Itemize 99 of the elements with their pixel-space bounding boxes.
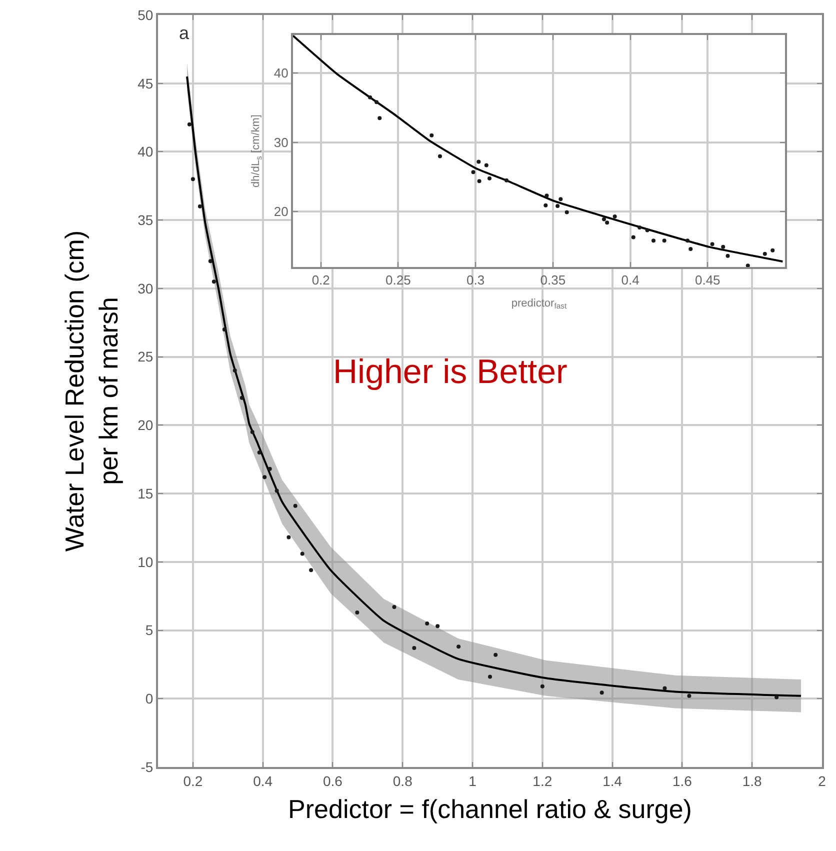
point bbox=[309, 568, 314, 572]
y-tick-label: 20 bbox=[274, 204, 288, 220]
point bbox=[688, 246, 693, 251]
point bbox=[456, 644, 461, 649]
point bbox=[631, 235, 636, 240]
point bbox=[710, 242, 714, 246]
point bbox=[430, 133, 434, 138]
point bbox=[257, 450, 262, 455]
point bbox=[762, 252, 767, 256]
x-tick-label: 1.4 bbox=[602, 772, 622, 789]
point bbox=[638, 226, 642, 230]
point bbox=[293, 504, 298, 508]
point bbox=[274, 488, 279, 493]
point bbox=[392, 605, 396, 610]
point bbox=[412, 646, 416, 650]
point bbox=[645, 228, 650, 232]
point bbox=[651, 238, 656, 243]
y-tick-label: 30 bbox=[138, 280, 154, 296]
point bbox=[612, 214, 617, 218]
annotation: a bbox=[179, 23, 190, 43]
x-tick-label: 1.2 bbox=[532, 772, 552, 789]
point bbox=[770, 248, 775, 252]
point bbox=[286, 535, 291, 540]
point bbox=[746, 264, 750, 267]
point bbox=[268, 466, 272, 471]
point bbox=[487, 176, 492, 180]
point bbox=[436, 624, 440, 628]
x-tick-label: 0.4 bbox=[253, 772, 273, 789]
point bbox=[222, 327, 226, 332]
point bbox=[600, 690, 604, 695]
annotation: Higher is Better bbox=[333, 353, 568, 391]
x-tick-label: 1.8 bbox=[742, 772, 762, 789]
y-tick-label: 40 bbox=[274, 66, 288, 81]
point bbox=[208, 259, 212, 264]
point bbox=[374, 100, 379, 104]
point bbox=[488, 674, 492, 679]
y-tick-label: 35 bbox=[138, 212, 154, 228]
point bbox=[484, 163, 488, 168]
line-series bbox=[293, 35, 784, 262]
point bbox=[605, 220, 610, 225]
x-tick-label: 2 bbox=[818, 772, 826, 789]
point bbox=[477, 179, 482, 184]
point bbox=[556, 204, 560, 208]
y-axis-title: Water Level Reduction (cm) per km of marsh bbox=[60, 230, 124, 552]
y-tick-label: -5 bbox=[140, 758, 154, 775]
point bbox=[198, 204, 202, 208]
x-tick-label: 0.2 bbox=[183, 772, 203, 789]
y-tick-label: 0 bbox=[145, 690, 154, 707]
x-tick-label: 1 bbox=[468, 772, 477, 789]
x-axis-title: predictor$_{fast}$ bbox=[511, 297, 568, 311]
y-tick-label: 30 bbox=[274, 134, 288, 150]
x-tick-label: 0.2 bbox=[312, 272, 330, 288]
point bbox=[438, 154, 442, 158]
point bbox=[558, 197, 563, 202]
x-tick-label: 0.4 bbox=[621, 272, 640, 288]
point bbox=[544, 194, 549, 198]
point bbox=[262, 475, 267, 480]
x-axis-title: Predictor = f(channel ratio & surge) bbox=[288, 794, 692, 824]
point bbox=[721, 244, 726, 249]
point bbox=[494, 652, 498, 657]
point bbox=[504, 178, 509, 182]
y-tick-label: 15 bbox=[138, 485, 154, 502]
y-tick-label: 40 bbox=[138, 144, 154, 160]
x-tick-label: 0.3 bbox=[466, 272, 485, 288]
point bbox=[662, 686, 667, 690]
y-tick-label: 20 bbox=[138, 417, 154, 434]
point bbox=[774, 695, 779, 700]
point bbox=[368, 95, 372, 100]
point bbox=[425, 621, 430, 626]
point bbox=[544, 203, 548, 208]
point bbox=[726, 254, 730, 258]
y-tick-label: 5 bbox=[145, 622, 154, 638]
point bbox=[250, 430, 254, 434]
point bbox=[240, 396, 244, 400]
x-tick-label: 0.25 bbox=[386, 272, 411, 288]
point bbox=[378, 116, 382, 120]
point bbox=[602, 217, 606, 222]
point bbox=[187, 122, 192, 126]
y-tick-label: 10 bbox=[138, 554, 154, 570]
y-tick-label: 25 bbox=[138, 348, 154, 365]
point bbox=[300, 552, 304, 556]
point bbox=[687, 694, 692, 698]
point bbox=[476, 160, 481, 164]
point bbox=[232, 368, 237, 372]
x-tick-label: 1.6 bbox=[672, 772, 692, 789]
point bbox=[190, 177, 195, 182]
point bbox=[471, 170, 476, 174]
x-tick-label: 0.6 bbox=[323, 772, 343, 789]
point bbox=[686, 238, 690, 243]
point bbox=[662, 238, 666, 243]
point bbox=[540, 684, 544, 688]
x-tick-label: 0.45 bbox=[694, 272, 720, 288]
y-tick-label: 50 bbox=[138, 6, 154, 23]
point bbox=[355, 610, 360, 614]
point bbox=[564, 210, 569, 214]
point bbox=[212, 280, 216, 284]
x-tick-label: 0.8 bbox=[392, 772, 413, 789]
x-tick-label: 0.35 bbox=[540, 272, 566, 288]
y-tick-label: 45 bbox=[138, 75, 154, 92]
